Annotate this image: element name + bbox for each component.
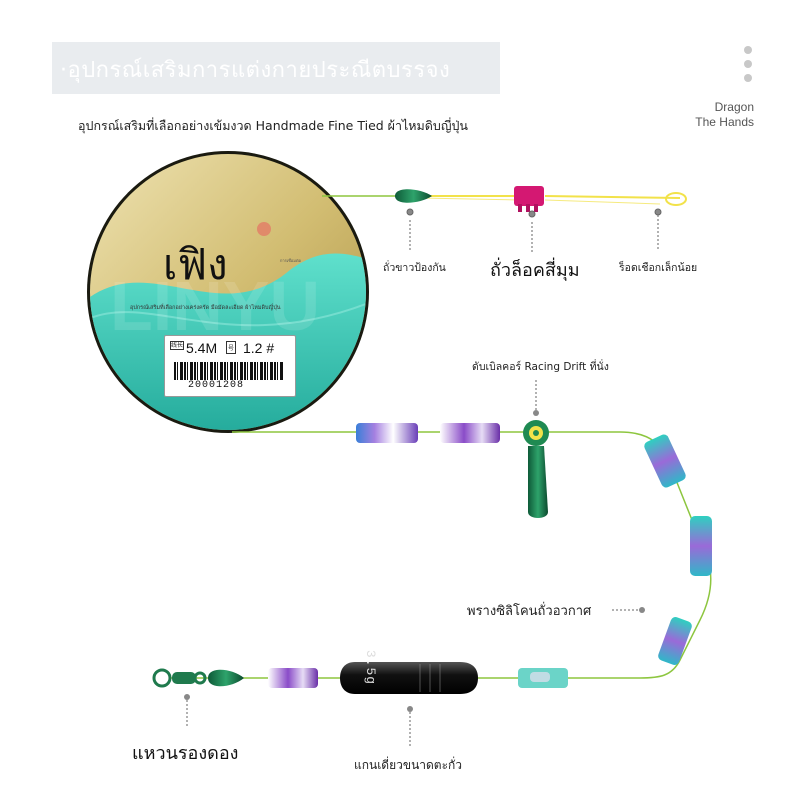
callout-swivel: แหวนรองดอง [132, 743, 239, 764]
brand-name: Dragon [714, 100, 754, 114]
bean-guard-bead [395, 189, 432, 203]
menu-dot [744, 74, 752, 82]
sinker-weight-marking: 3.5g [363, 649, 379, 686]
barcode-number: 20001208 [188, 380, 245, 391]
callout-drift-seat: ดับเบิลคอร์ Racing Drift ที่นั่ง [472, 361, 609, 373]
callout-pin-icon [406, 208, 662, 252]
spool-brand-name: เฟิง [163, 240, 228, 289]
main-line-bottom [170, 431, 712, 679]
callout-bean-guard: ถั่วขาวป้องกัน [383, 262, 446, 274]
yellow-leader [420, 195, 681, 199]
page-title: ·อุปกรณ์เสริมการแต่งกายประณีตบรรจง [60, 58, 451, 83]
size-label: 号 [226, 341, 237, 354]
svg-text:LINYU: LINYU [110, 267, 320, 345]
bottom-bean [208, 669, 244, 687]
spool-package: LINYU [87, 151, 369, 433]
callout-lock-bean: ถั่วล็อคสี่มุม [490, 260, 580, 281]
menu-dot [744, 60, 752, 68]
menu-dots-icon[interactable] [744, 46, 752, 54]
page-subtitle: อุปกรณ์เสริมที่เลือกอย่างเข้มงวด Handmad… [78, 118, 468, 133]
float-tube [658, 617, 692, 665]
barcode [174, 362, 284, 380]
float-tube [644, 434, 686, 488]
spool-seal [257, 222, 271, 236]
length-label: 线长 [170, 341, 184, 350]
brand-tagline: The Hands [695, 115, 754, 129]
swivel-ring [152, 668, 172, 688]
float-tube [356, 423, 418, 443]
knot-loop [665, 192, 687, 206]
line-length: 5.4M [186, 340, 218, 356]
callout-sinker: แกนเดี่ยวขนาดตะกั่ว [354, 758, 463, 772]
sinker [340, 662, 478, 694]
line-size: 1.2 # [243, 340, 275, 356]
float-tube [440, 423, 500, 443]
float-tube [268, 668, 318, 688]
header-banner [52, 42, 500, 94]
callout-silicone: พรางซิลิโคนถั่วอวกาศ [467, 604, 592, 619]
lock-bean-stopper [514, 186, 544, 206]
float-tube [690, 516, 712, 576]
callout-knot: ร็อดเชือกเล็กน้อย [619, 262, 698, 274]
spool-small-label: การเชื่อมต่อ [280, 258, 301, 263]
spool-description: อุปกรณ์เสริมที่เลือกอย่างเคร่งครัด มือมั… [130, 305, 281, 311]
